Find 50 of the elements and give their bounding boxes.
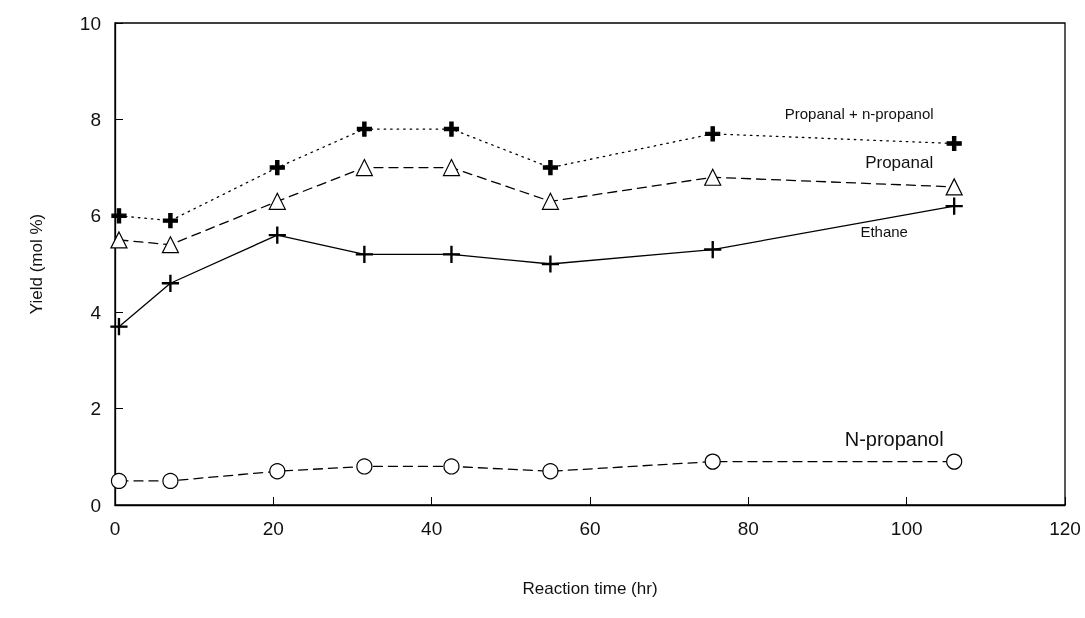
x-axis-title: Reaction time (hr)	[522, 579, 658, 598]
point	[443, 121, 460, 137]
point	[269, 160, 285, 176]
point	[269, 463, 286, 480]
point	[110, 231, 128, 249]
point	[355, 159, 373, 177]
y-tick-label: 10	[79, 12, 101, 34]
point	[268, 192, 286, 210]
point	[356, 121, 372, 137]
series-label: Propanal + n-propanol	[784, 104, 934, 122]
x-tick-label: 20	[262, 518, 284, 539]
y-axis-title: Yield (mol %)	[27, 213, 46, 315]
point	[111, 208, 127, 224]
x-tick-label: 120	[1049, 518, 1081, 539]
point	[161, 236, 180, 254]
y-tick-label: 6	[90, 205, 101, 227]
series-label: N-propanol	[844, 427, 944, 450]
point	[442, 159, 461, 177]
point	[542, 463, 559, 480]
point	[704, 168, 722, 186]
y-tick-label: 8	[90, 108, 101, 130]
point	[945, 178, 963, 196]
point	[541, 192, 560, 210]
x-tick-label: 40	[421, 518, 443, 539]
point	[946, 453, 963, 470]
point	[162, 472, 179, 489]
point	[443, 458, 460, 475]
x-tick-label: 100	[890, 518, 923, 539]
x-tick-label: 0	[109, 518, 121, 539]
point	[356, 458, 373, 475]
series-label: Ethane	[860, 222, 908, 240]
point	[110, 318, 128, 336]
point	[704, 453, 721, 470]
point	[541, 255, 560, 273]
y-tick-label: 0	[90, 494, 101, 516]
point	[268, 226, 286, 244]
point	[542, 160, 559, 176]
point	[355, 245, 373, 263]
point	[162, 213, 179, 229]
point	[946, 135, 962, 152]
point	[705, 126, 721, 142]
point	[704, 240, 722, 259]
point	[161, 274, 180, 292]
x-tick-label: 60	[579, 518, 601, 539]
point	[110, 472, 128, 489]
y-tick-label: 2	[90, 398, 101, 420]
x-tick-label: 80	[737, 518, 759, 539]
point	[442, 245, 461, 263]
series-label: Propanal	[865, 153, 934, 173]
y-tick-label: 4	[90, 301, 102, 323]
